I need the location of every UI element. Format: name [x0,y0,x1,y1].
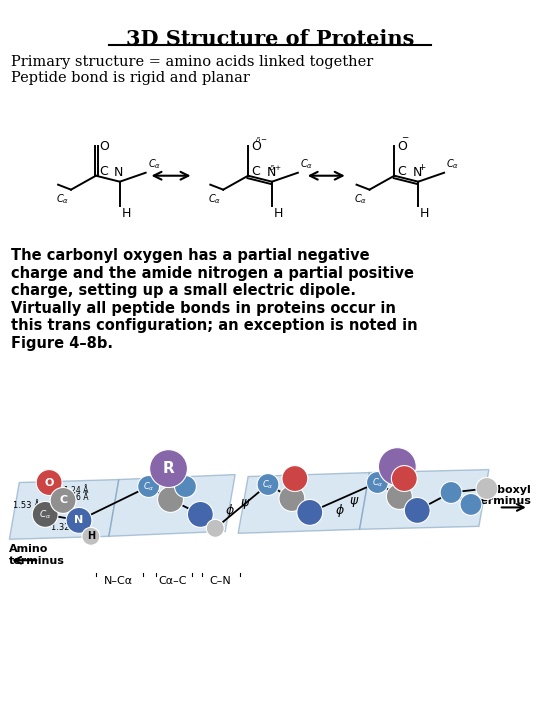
Circle shape [257,474,279,495]
Text: Figure 4–8b.: Figure 4–8b. [11,336,113,351]
Text: Cα–C: Cα–C [158,576,187,586]
Text: H: H [274,207,284,220]
Text: C: C [397,165,406,179]
Text: $\psi$: $\psi$ [349,495,360,510]
Circle shape [158,487,184,513]
Text: N: N [266,166,276,179]
Circle shape [279,485,305,511]
Circle shape [206,519,224,537]
Text: H: H [87,531,95,541]
Text: $^{+}$: $^{+}$ [418,163,427,176]
Text: charge and the amide nitrogen a partial positive: charge and the amide nitrogen a partial … [11,266,414,281]
Text: $C_\alpha$: $C_\alpha$ [262,478,274,491]
Circle shape [66,508,92,534]
Text: $\psi$: $\psi$ [240,498,251,511]
Circle shape [82,527,100,545]
Text: 1.46 Å: 1.46 Å [64,493,89,502]
Text: O: O [251,140,261,153]
Text: N: N [75,516,84,526]
Text: 3D Structure of Proteins: 3D Structure of Proteins [126,30,414,49]
Text: charge, setting up a small electric dipole.: charge, setting up a small electric dipo… [11,283,356,298]
Text: $\phi$: $\phi$ [225,502,235,519]
Text: C: C [59,495,67,505]
Text: Primary structure = amino acids linked together: Primary structure = amino acids linked t… [11,55,374,69]
Text: H: H [122,207,131,220]
Text: C: C [99,165,107,179]
Text: $C_\alpha$: $C_\alpha$ [354,193,368,207]
Text: this trans configuration; an exception is noted in: this trans configuration; an exception i… [11,318,418,333]
Text: N–Cα: N–Cα [104,576,133,586]
Text: The carbonyl oxygen has a partial negative: The carbonyl oxygen has a partial negati… [11,248,370,264]
Text: N: N [114,166,124,179]
Text: C–N: C–N [210,576,231,586]
Polygon shape [109,474,235,536]
Circle shape [387,484,412,510]
Text: $C_\alpha$: $C_\alpha$ [446,157,459,171]
Circle shape [476,477,498,500]
Text: O: O [397,140,407,153]
Text: C: C [251,165,260,179]
Circle shape [32,501,58,527]
Text: Virtually all peptide bonds in proteins occur in: Virtually all peptide bonds in proteins … [11,301,396,316]
Text: Amino
terminus: Amino terminus [9,544,65,566]
Text: $\phi$: $\phi$ [335,502,345,519]
Polygon shape [238,472,369,534]
Text: 1.32 Å: 1.32 Å [51,523,78,532]
Circle shape [36,469,62,495]
Text: $C_\alpha$: $C_\alpha$ [143,480,154,492]
Text: $C_\alpha$: $C_\alpha$ [372,476,383,489]
Circle shape [440,482,462,503]
Text: O: O [44,477,54,487]
Text: $^{\delta+}$: $^{\delta+}$ [269,165,282,175]
Circle shape [297,500,323,526]
Text: O: O [99,140,109,153]
Text: $^{-}$: $^{-}$ [401,135,409,148]
Text: $^{\delta-}$: $^{\delta-}$ [255,137,269,147]
Text: Peptide bond is rigid and planar: Peptide bond is rigid and planar [11,71,250,85]
Circle shape [282,466,308,492]
Circle shape [150,450,187,487]
Text: N: N [413,166,422,179]
Text: $C_\alpha$: $C_\alpha$ [39,508,51,521]
Text: 1.53 Å: 1.53 Å [14,501,40,510]
Text: H: H [420,207,430,220]
Circle shape [379,448,416,485]
Text: $C_\alpha$: $C_\alpha$ [56,193,69,207]
Text: Carboxyl
terminus: Carboxyl terminus [476,485,532,506]
Text: R: R [163,461,174,476]
Circle shape [50,487,76,513]
Circle shape [138,475,160,498]
Text: $C_\alpha$: $C_\alpha$ [300,157,313,171]
Polygon shape [9,480,119,539]
Circle shape [187,501,213,527]
Text: 1.24 Å: 1.24 Å [64,486,89,495]
Circle shape [367,472,388,493]
Text: $C_\alpha$: $C_\alpha$ [208,193,221,207]
Polygon shape [360,469,489,529]
Circle shape [392,466,417,492]
Circle shape [174,475,197,498]
Text: $C_\alpha$: $C_\alpha$ [147,157,161,171]
Circle shape [460,493,482,516]
Circle shape [404,498,430,523]
